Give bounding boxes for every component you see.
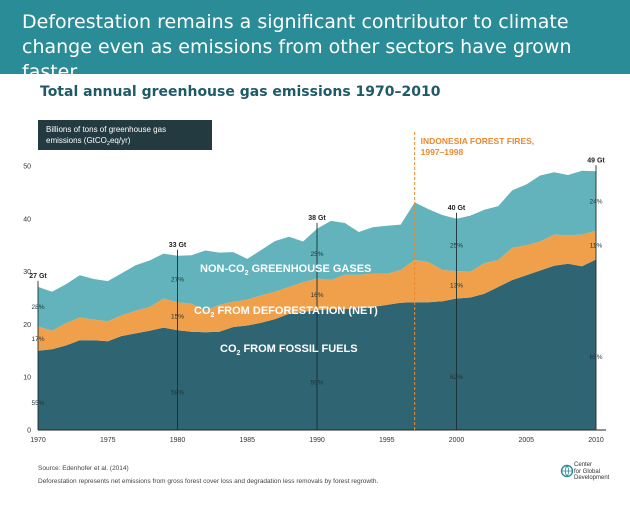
marker-pct-deforestation: 15% — [171, 314, 184, 321]
marker-pct-nonco2: 24% — [589, 199, 602, 206]
y-axis-label-line1: Billions of tons of greenhouse gas — [46, 125, 166, 134]
y-axis-label-line2: emissions (GtCO2eq/yr) — [46, 136, 131, 147]
marker-pct-fossil: 65% — [589, 354, 602, 361]
x-tick-label: 1980 — [170, 437, 186, 444]
footer-note: Deforestation represents net emissions f… — [38, 478, 379, 485]
marker-pct-deforestation: 13% — [450, 282, 463, 289]
y-tick-label: 0 — [27, 428, 31, 435]
logo-line: for Global — [574, 468, 601, 475]
marker-pct-nonco2: 25% — [310, 251, 323, 258]
y-tick-label: 10 — [23, 375, 31, 382]
series-label-deforestation: CO2 FROM DEFORESTATION (NET) — [194, 305, 378, 319]
marker-pct-nonco2: 28% — [31, 304, 44, 311]
marker-pct-fossil: 62% — [450, 374, 463, 381]
y-axis-label-box — [38, 120, 212, 150]
banner-title: Deforestation remains a significant cont… — [22, 11, 572, 83]
emissions-area-chart: 0 10 20 30 40 50 1970 1975 1980 1985 1990 1995 2000 2… — [23, 120, 606, 444]
marker-pct-fossil: 55% — [31, 400, 44, 407]
marker-pct-nonco2: 27% — [171, 276, 184, 283]
marker-total-label: 49 Gt — [587, 157, 605, 164]
marker-total-label: 40 Gt — [448, 205, 466, 212]
marker-pct-deforestation: 16% — [310, 292, 323, 299]
marker-pct-fossil: 58% — [171, 390, 184, 397]
x-tick-label: 1990 — [309, 437, 325, 444]
x-tick-label: 1985 — [239, 437, 255, 444]
marker-pct-deforestation: 11% — [590, 243, 603, 250]
logo-line: Center — [574, 462, 593, 468]
series-label-non-co2: NON-CO2 GREENHOUSE GASES — [200, 263, 371, 277]
x-tick-label: 2005 — [518, 437, 534, 444]
logo-text: Center for Global Development — [574, 462, 609, 482]
x-tick-label: 2010 — [588, 437, 604, 444]
annotation-text: 1997–1998 — [421, 147, 464, 157]
y-tick-label: 20 — [23, 322, 31, 329]
logo-line: Development — [574, 475, 610, 481]
marker-pct-deforestation: 17% — [31, 336, 44, 343]
chart-subtitle: Total annual greenhouse gas emissions 19… — [40, 84, 441, 100]
marker-total-label: 27 Gt — [29, 273, 47, 280]
marker-pct-fossil: 59% — [310, 380, 323, 387]
marker-total-label: 33 Gt — [169, 242, 187, 249]
annotation-text: INDONESIA FOREST FIRES, — [421, 136, 535, 146]
marker-pct-nonco2: 25% — [450, 242, 463, 249]
footer-source: Source: Edenhofer et al. (2014) — [38, 465, 129, 472]
cgd-logo: Center for Global Development — [560, 462, 620, 496]
x-tick-label: 1975 — [100, 437, 116, 444]
series-label-fossil-fuels: CO2 FROM FOSSIL FUELS — [220, 343, 358, 357]
marker-total-label: 38 Gt — [308, 215, 326, 222]
y-tick-label: 30 — [23, 269, 31, 276]
x-tick-label: 1995 — [379, 437, 395, 444]
header-banner: Deforestation remains a significant cont… — [0, 0, 630, 83]
y-tick-label: 40 — [23, 216, 31, 223]
x-tick-label: 2000 — [449, 437, 465, 444]
globe-icon — [560, 464, 574, 478]
x-tick-label: 1970 — [30, 437, 46, 444]
y-tick-label: 50 — [23, 164, 31, 171]
